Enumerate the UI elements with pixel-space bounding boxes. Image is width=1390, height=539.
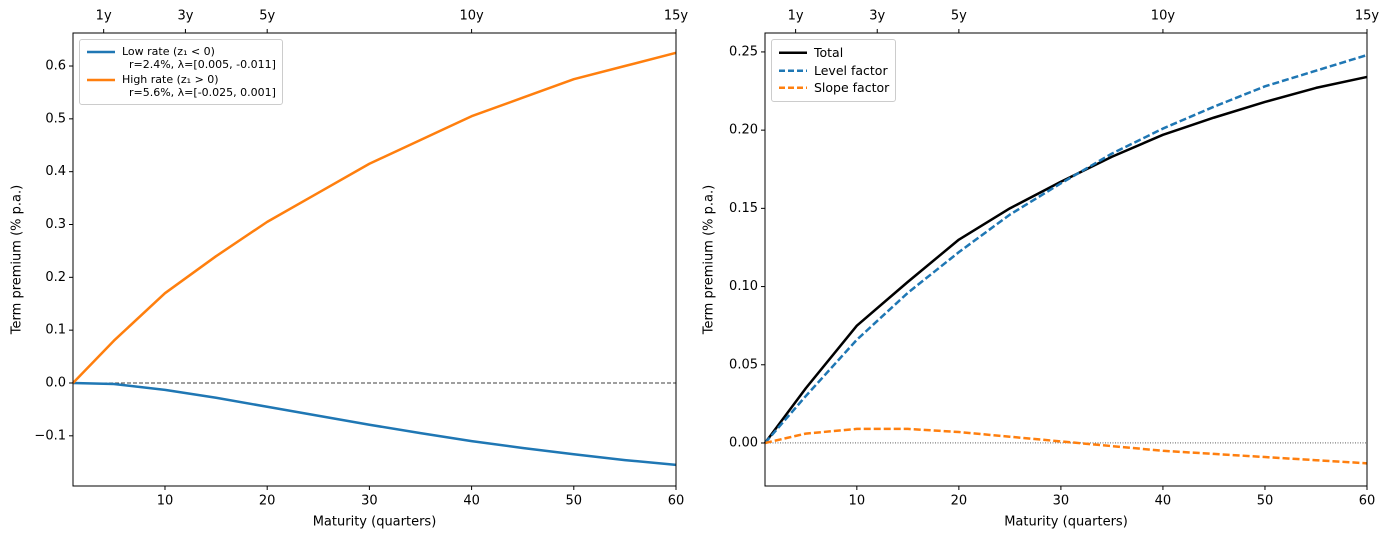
top-tick-label: 1y [96,9,112,24]
y-axis-label: Term premium (% p.a.) [702,185,717,335]
y-tick-label: 0.5 [45,111,66,126]
y-tick-label: 0.1 [45,323,66,338]
x-tick-label: 60 [668,494,685,509]
x-tick-label: 60 [1359,494,1376,509]
y-tick-label: −0.1 [34,428,66,443]
x-tick-label: 40 [463,494,480,509]
top-tick-label: 5y [951,9,967,24]
legend-swatch [779,51,807,54]
legend-entry: Level factor [778,63,889,79]
y-tick-label: 0.00 [729,435,758,450]
y-tick-label: 0.2 [45,270,66,285]
top-tick-label: 3y [869,9,885,24]
x-tick-label: 40 [1155,494,1172,509]
legend: Total Level factor Slope factor [771,39,897,102]
legend-swatch [87,50,115,54]
axes-frame [72,32,677,487]
top-tick-label: 3y [177,9,193,24]
x-tick-label: 30 [361,494,378,509]
y-tick-label: 0.15 [729,201,758,216]
x-axis-label: Maturity (quarters) [313,515,437,530]
legend-entry: Low rate (z₁ < 0) r=2.4%, λ=[0.005, -0.0… [86,45,276,71]
legend-swatch [779,69,807,72]
y-tick-label: 0.0 [45,375,66,390]
axes-frame [764,32,1368,487]
legend-entry: Total [778,45,889,61]
top-tick-label: 5y [259,9,275,24]
legend-label: High rate (z₁ > 0) r=5.6%, λ=[-0.025, 0.… [122,73,276,99]
legend: Low rate (z₁ < 0) r=2.4%, λ=[0.005, -0.0… [79,39,283,105]
x-tick-label: 10 [849,494,866,509]
y-tick-label: 0.20 [729,123,758,138]
top-tick-label: 15y [664,9,689,24]
legend-entry: High rate (z₁ > 0) r=5.6%, λ=[-0.025, 0.… [86,73,276,99]
legend-swatch [779,86,807,89]
series-line [72,51,677,384]
series-line [763,75,1368,444]
y-tick-label: 0.3 [45,217,66,232]
y-tick-label: 0.6 [45,59,66,74]
legend-label: Total [814,45,844,60]
series-line [764,427,1368,465]
y-tick-label: 0.4 [45,164,66,179]
x-tick-label: 50 [566,494,583,509]
x-tick-label: 20 [951,494,968,509]
top-tick-label: 15y [1355,9,1380,24]
legend-entry: Slope factor [778,80,889,96]
top-tick-label: 10y [459,9,484,24]
series-line [72,381,677,467]
series-line [764,53,1368,444]
y-tick-label: 0.25 [729,44,758,59]
legend-swatch [87,78,115,82]
top-tick-label: 1y [788,9,804,24]
x-tick-label: 10 [157,494,174,509]
legend-label: Slope factor [814,80,890,95]
legend-label: Level factor [814,62,888,78]
x-tick-label: 20 [259,494,276,509]
legend-label: Low rate (z₁ < 0) r=2.4%, λ=[0.005, -0.0… [122,45,276,71]
top-tick-label: 10y [1151,9,1176,24]
x-tick-label: 50 [1257,494,1274,509]
x-tick-label: 30 [1053,494,1070,509]
x-axis-label: Maturity (quarters) [1004,515,1128,530]
y-tick-label: 0.10 [729,279,758,294]
y-axis-label: Term premium (% p.a.) [10,185,25,335]
y-tick-label: 0.05 [729,357,758,372]
